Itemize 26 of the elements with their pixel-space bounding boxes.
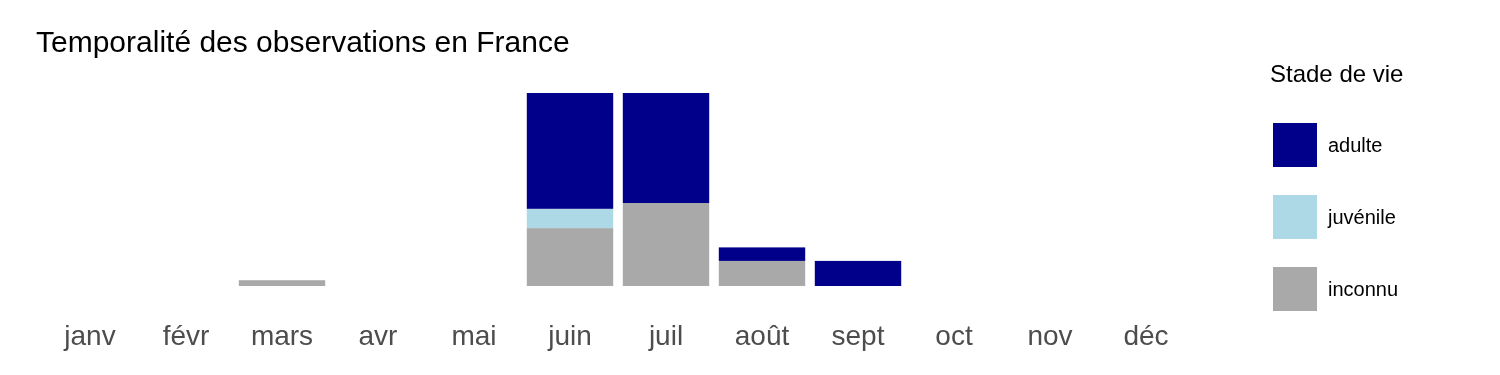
legend-label: juvénile xyxy=(1327,206,1396,228)
chart-title: Temporalité des observations en France xyxy=(36,25,570,58)
bar xyxy=(718,247,806,261)
bar xyxy=(814,260,902,286)
bar xyxy=(622,203,710,286)
bar xyxy=(526,93,614,209)
legend-label: adulte xyxy=(1328,134,1383,156)
x-tick-label: août xyxy=(734,320,790,351)
bar xyxy=(526,208,614,229)
x-tick-label: mars xyxy=(250,320,314,351)
legend-label: inconnu xyxy=(1328,278,1399,300)
x-tick-label: janv xyxy=(63,320,116,351)
bar xyxy=(526,228,614,286)
x-tick-label: mai xyxy=(451,320,497,351)
bar xyxy=(622,93,710,204)
x-tick-label: juil xyxy=(647,320,684,351)
bar xyxy=(238,280,326,286)
x-tick-label: févr xyxy=(162,320,210,351)
x-tick-label: sept xyxy=(831,320,885,351)
x-tick-label: oct xyxy=(935,320,973,351)
x-tick-label: nov xyxy=(1027,320,1073,351)
x-tick-label: avr xyxy=(358,320,398,351)
x-tick-label: déc xyxy=(1123,320,1169,351)
x-tick-label: juin xyxy=(547,320,592,351)
legend-title: Stade de vie xyxy=(1270,60,1404,87)
bar xyxy=(718,260,806,286)
